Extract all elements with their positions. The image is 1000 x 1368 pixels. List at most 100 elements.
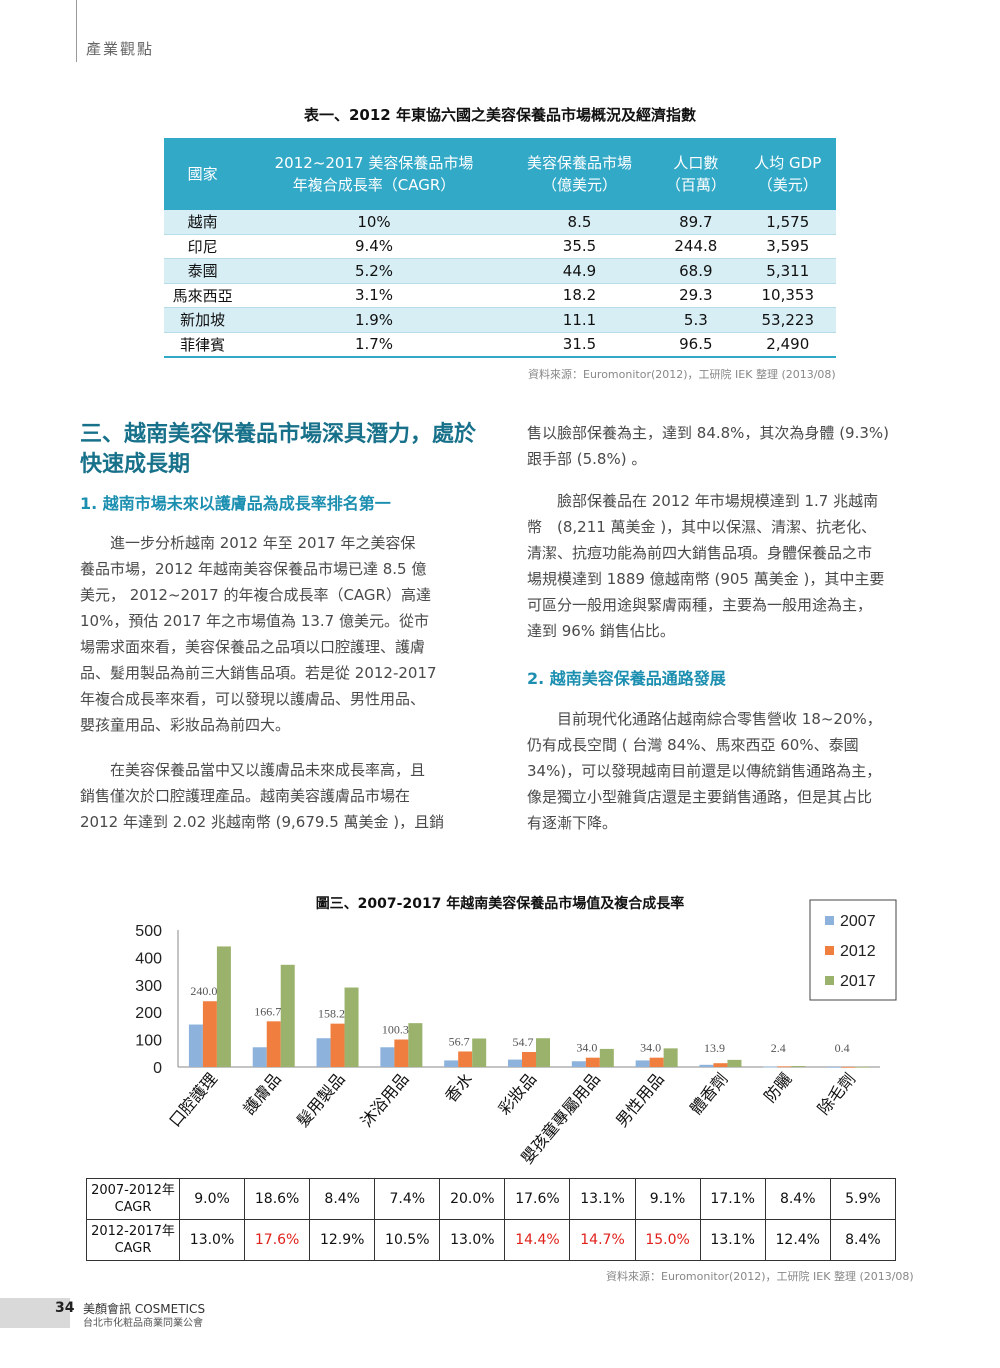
table-cell: 9.1% <box>634 1178 701 1220</box>
paragraph-3: 售以臉部保養為主，達到 84.8%，其次為身體 (9.3%) 跟手部 (5.8%)… <box>527 420 921 472</box>
paragraph-line: 美元， 2012~2017 的年複合成長率（CAGR）高達 <box>80 586 431 604</box>
section-heading: 三、越南美容保養品市場深具潛力，處於 快速成長期 <box>80 420 480 480</box>
paragraph-line: 品、髮用製品為前三大銷售品項。若是從 2012-2017 <box>80 664 437 682</box>
section-tag: 產業觀點 <box>86 40 155 58</box>
table-cell: 9.4% <box>241 234 507 259</box>
x-category-label: 體香劑 <box>686 1069 731 1118</box>
magazine-name: 美顏會訊 COSMETICS <box>83 1302 206 1316</box>
legend-label: 2012 <box>840 943 876 960</box>
table1-header-line: 人口數 <box>673 154 719 172</box>
legend-label: 2017 <box>840 973 876 990</box>
data-label: 13.9 <box>704 1041 725 1055</box>
legend-swatch <box>825 946 834 955</box>
section-heading-line: 三、越南美容保養品市場深具潛力，處於 <box>80 422 477 447</box>
y-tick-label: 300 <box>135 978 162 995</box>
table1-header-cell: 人口數 （百萬） <box>652 138 740 210</box>
bar-2017 <box>216 946 231 1067</box>
table-cell: 44.9 <box>506 258 653 284</box>
table-row: 菲律賓 1.7% 31.5 96.5 2,490 <box>164 332 836 358</box>
table-cell: 3,595 <box>739 234 836 259</box>
paragraph-line: 場需求面來看，美容保養品之品項以口腔護理、護膚 <box>80 638 426 656</box>
table-cell: 5,311 <box>739 258 836 284</box>
paragraph-5: 目前現代化通路佔越南綜合零售營收 18~20%， 仍有成長空間 ( 台灣 84%、… <box>527 706 921 836</box>
table-cell: 18.6% <box>244 1178 311 1220</box>
table-cell: 68.9 <box>652 258 740 284</box>
table-cell: 7.4% <box>374 1178 441 1220</box>
paragraph-line: 銷售僅次於口腔護理產品。越南美容護膚品市場在 <box>80 787 411 805</box>
table-cell: 1.9% <box>241 307 507 333</box>
x-category-label: 彩妝品 <box>495 1069 540 1118</box>
table-cell: 8.4% <box>829 1219 897 1261</box>
table-cell: 10.5% <box>374 1219 441 1261</box>
row-label-line: 2007-2012年 <box>91 1183 175 1198</box>
table-cell: 新加坡 <box>164 307 242 333</box>
table-cell: 15.0% <box>634 1219 701 1261</box>
paragraph-line: 仍有成長空間 ( 台灣 84%、馬來西亞 60%、泰國 <box>527 736 859 754</box>
table1-title: 表一、2012 年東協六國之美容保養品市場概況及經濟指數 <box>304 106 696 124</box>
bar-2012 <box>266 1021 281 1067</box>
x-category-label: 護膚品 <box>239 1069 284 1118</box>
table-cell: 10,353 <box>739 283 836 308</box>
subheading-2: 2. 越南美容保養品通路發展 <box>527 669 726 688</box>
table-cell: 17.6% <box>504 1178 571 1220</box>
table-row: 越南 10% 8.5 89.7 1,575 <box>164 210 836 235</box>
table-cell: 1.7% <box>241 332 507 358</box>
table-cell: 越南 <box>164 210 242 235</box>
table-cell: 2,490 <box>739 332 836 358</box>
bar-2007 <box>252 1047 267 1067</box>
bar-2012 <box>522 1052 536 1067</box>
cagr-table: 2007-2012年 CAGR 9.0% 18.6% 8.4% 7.4% 20.0% 17.6… <box>86 1178 897 1261</box>
table-cell: 馬來西亞 <box>164 283 242 308</box>
x-category-label: 香水 <box>441 1069 476 1106</box>
data-label: 34.0 <box>576 1041 597 1055</box>
table-cell: 5.9% <box>829 1178 897 1220</box>
data-label: 54.7 <box>513 1035 534 1049</box>
bar-2012 <box>649 1057 664 1067</box>
x-category-label: 男性用品 <box>612 1069 668 1130</box>
bar-2012 <box>841 1066 856 1068</box>
data-label: 240.0 <box>190 984 217 998</box>
paragraph-line: 在美容保養品當中又以護膚品未來成長率高，且 <box>80 761 426 779</box>
bar-2007 <box>380 1047 395 1067</box>
data-label: 56.7 <box>449 1034 470 1048</box>
y-tick-label: 500 <box>135 923 162 940</box>
row-label-line: CAGR <box>114 1200 152 1215</box>
paragraph-line: 進一步分析越南 2012 年至 2017 年之美容保 <box>80 534 416 552</box>
paragraph-line: 達到 96% 銷售佔比。 <box>527 622 675 640</box>
table-cell: 菲律賓 <box>164 332 242 358</box>
table-row: 印尼 9.4% 35.5 244.8 3,595 <box>164 234 836 259</box>
table-row: 泰國 5.2% 44.9 68.9 5,311 <box>164 258 836 284</box>
bar-2007 <box>444 1060 459 1067</box>
row-label-cell: 2007-2012年 CAGR <box>86 1178 180 1220</box>
row-label-cell: 2012-2017年 CAGR <box>86 1219 180 1261</box>
table1-source: 資料來源：Euromonitor(2012)，工研院 IEK 整理 (2013/… <box>528 368 836 381</box>
y-tick-label: 0 <box>153 1060 162 1077</box>
y-tick-label: 200 <box>135 1005 162 1022</box>
legend-swatch <box>825 916 834 925</box>
row-label-line: 2012-2017年 <box>91 1224 175 1239</box>
table1-header-line: （美元） <box>757 176 818 194</box>
x-category-label: 口腔護理 <box>165 1069 221 1130</box>
figure3-title: 圖三、2007-2017 年越南美容保養品市場值及複合成長率 <box>315 896 685 912</box>
paragraph-line: 2012 年達到 2.02 兆越南幣 (9,679.5 萬美金 )，且銷 <box>80 813 445 831</box>
bar-2017 <box>280 964 295 1067</box>
x-category-label: 髮用製品 <box>293 1069 349 1130</box>
page-number: 34 <box>55 1300 75 1316</box>
paragraph-line: 場規模達到 1889 億越南幣 (905 萬美金 )，其中主要 <box>527 570 885 588</box>
table1-header-line: 美容保養品市場 <box>526 154 632 172</box>
paragraph-line: 嬰孩童用品、彩妝品為前四大。 <box>80 716 291 734</box>
table1-header-cell: 美容保養品市場 （億美元） <box>506 138 653 210</box>
table-cell: 31.5 <box>506 332 653 358</box>
bar-2017 <box>663 1048 678 1067</box>
table-cell: 20.0% <box>439 1178 506 1220</box>
paragraph-line: 跟手部 (5.8%) 。 <box>527 450 647 468</box>
table1-header-cell: 2012~2017 美容保養品市場 年複合成長率（CAGR） <box>241 138 507 210</box>
bar-2012 <box>202 1001 217 1067</box>
paragraph-line: 34%)，可以發現越南目前還是以傳統銷售通路為主， <box>527 762 882 780</box>
paragraph-1: 進一步分析越南 2012 年至 2017 年之美容保 養品市場，2012 年越南美… <box>80 530 474 738</box>
table-cell: 泰國 <box>164 258 242 284</box>
market-overview-table: 國家 2012~2017 美容保養品市場 年複合成長率（CAGR） 美容保養品市場 （億… <box>164 138 836 358</box>
table-cell: 11.1 <box>506 307 653 333</box>
table-cell: 13.1% <box>569 1178 636 1220</box>
table-cell: 53,223 <box>739 307 836 333</box>
